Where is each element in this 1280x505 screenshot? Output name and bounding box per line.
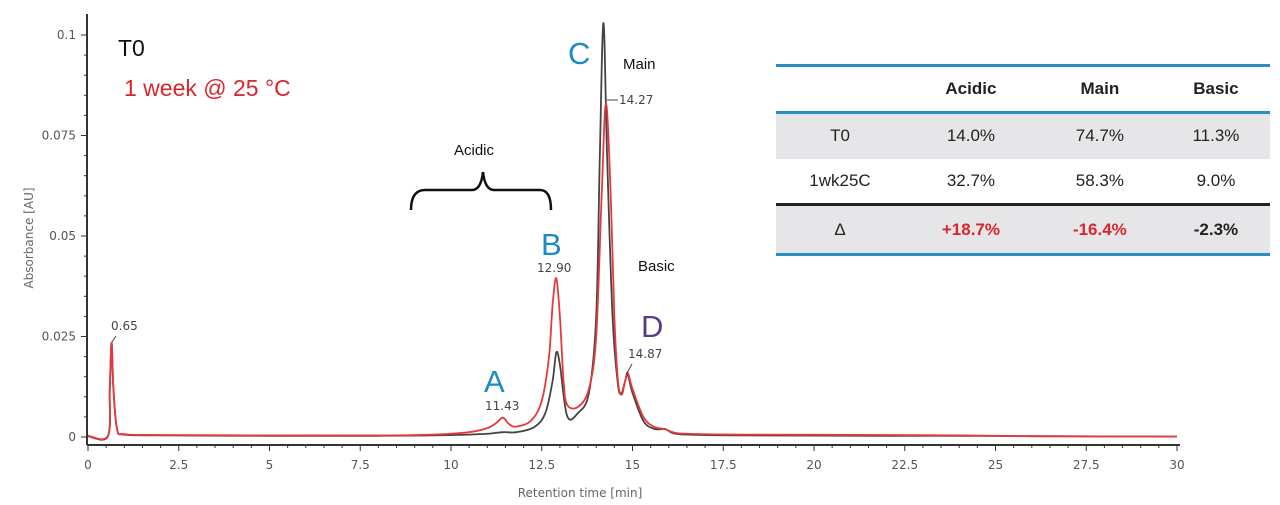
peak-letter-b: B [541, 227, 562, 262]
peak-marker-14.87 [625, 363, 633, 376]
y-tick-label: 0.05 [49, 229, 76, 243]
delta-basic: -2.3% [1193, 219, 1239, 239]
delta-row: Δ +18.7% -16.4% -2.3% [776, 204, 1270, 255]
acidic-brace [409, 171, 553, 211]
axes: 0 2.5 5 7.5 10 12.5 15 17.5 20 22.5 25 27.5 30 0 0.025… [42, 14, 1185, 472]
peak-label-0.65: 0.65 [111, 319, 138, 333]
x-tick-label: 27.5 [1073, 458, 1100, 472]
x-tick-label: 5 [266, 458, 274, 472]
x-tick-label: 17.5 [710, 458, 737, 472]
x-tick-label: 12.5 [528, 458, 555, 472]
x-tick-label: 25 [988, 458, 1003, 472]
table-header-row: Acidic Main Basic [776, 65, 1270, 113]
delta-label: Δ [834, 219, 846, 239]
main-label: Main [623, 56, 656, 73]
cell-acidic: 14.0% [946, 126, 996, 146]
traces [87, 22, 1178, 441]
row-label: 1wk25C [809, 170, 871, 190]
delta-acidic: +18.7% [941, 219, 1000, 239]
y-tick-label: 0.075 [42, 129, 76, 143]
x-tick-label: 2.5 [169, 458, 188, 472]
cell-acidic: 32.7% [946, 170, 996, 190]
table-row: T0 14.0% 74.7% 11.3% [776, 112, 1270, 159]
x-tick-label: 20 [806, 458, 821, 472]
peak-letter-c: C [568, 36, 590, 71]
charge-variant-table: Acidic Main Basic T0 14.0% 74.7% 11.3% 1… [776, 64, 1270, 256]
peak-marker-0.65 [111, 335, 117, 343]
header-main: Main [1080, 79, 1120, 98]
cell-main: 74.7% [1075, 126, 1124, 146]
peak-label-11.43: 11.43 [485, 399, 519, 413]
y-tick-label: 0.025 [42, 330, 76, 344]
peak-letter-a: A [484, 364, 505, 399]
header-basic: Basic [1193, 79, 1239, 98]
peak-label-12.90: 12.90 [537, 261, 571, 275]
cell-basic: 9.0% [1196, 170, 1236, 190]
basic-label: Basic [638, 258, 675, 275]
cell-basic: 11.3% [1192, 126, 1240, 146]
trace-1week-25c [87, 102, 1178, 441]
cell-main: 58.3% [1075, 170, 1124, 190]
x-tick-label: 15 [625, 458, 640, 472]
table-row: 1wk25C 32.7% 58.3% 9.0% [776, 159, 1270, 205]
row-label: T0 [830, 126, 850, 146]
delta-main: -16.4% [1072, 219, 1127, 239]
header-acidic: Acidic [945, 79, 997, 98]
peak-label-14.87: 14.87 [628, 347, 662, 361]
y-tick-label: 0.1 [57, 28, 76, 42]
legend-1week: 1 week @ 25 °C [124, 75, 291, 101]
x-axis-title: Retention time [min] [518, 486, 643, 500]
x-tick-label: 7.5 [351, 458, 370, 472]
peak-letter-d: D [641, 309, 663, 344]
x-tick-label: 0 [84, 458, 92, 472]
x-tick-label: 22.5 [891, 458, 918, 472]
legend-t0: T0 [118, 35, 145, 61]
header-blank [776, 66, 904, 113]
x-tick-label: 30 [1169, 458, 1184, 472]
acidic-label: Acidic [454, 142, 495, 159]
peak-label-14.27: 14.27 [619, 93, 653, 107]
x-tick-label: 10 [443, 458, 458, 472]
y-axis-title: Absorbance [AU] [22, 187, 36, 288]
y-tick-label: 0 [68, 430, 76, 444]
